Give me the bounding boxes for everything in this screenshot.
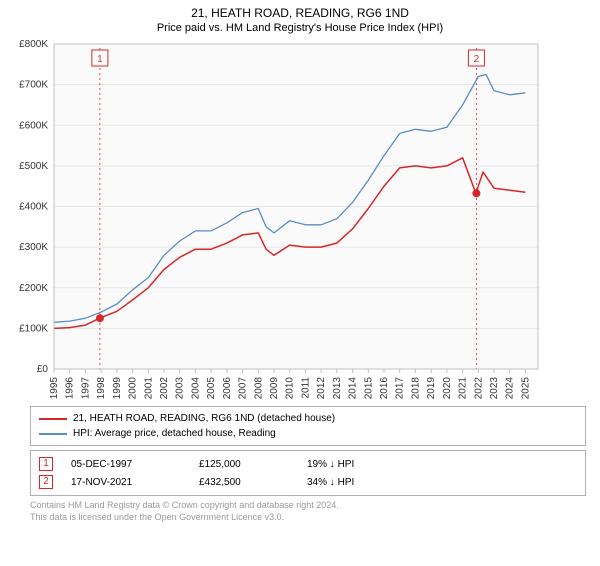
sale-price: £432,500: [199, 477, 289, 488]
svg-text:£300K: £300K: [19, 242, 48, 253]
legend-label: HPI: Average price, detached house, Read…: [73, 428, 276, 439]
svg-text:2020: 2020: [442, 377, 453, 400]
svg-text:£600K: £600K: [19, 120, 48, 131]
legend-item: HPI: Average price, detached house, Read…: [39, 426, 577, 441]
title-line-1: 21, HEATH ROAD, READING, RG6 1ND: [0, 6, 600, 20]
svg-text:2016: 2016: [379, 377, 390, 400]
svg-text:2018: 2018: [410, 377, 421, 400]
svg-text:2012: 2012: [316, 377, 327, 400]
svg-text:2001: 2001: [143, 377, 154, 400]
svg-text:2022: 2022: [473, 377, 484, 400]
svg-text:2024: 2024: [505, 377, 516, 400]
svg-text:£500K: £500K: [19, 161, 48, 172]
svg-text:2013: 2013: [332, 377, 343, 400]
svg-text:1997: 1997: [80, 377, 91, 400]
sale-marker-icon: 2: [39, 475, 53, 489]
title-line-2: Price paid vs. HM Land Registry's House …: [0, 22, 600, 34]
svg-text:£700K: £700K: [19, 80, 48, 91]
svg-text:1998: 1998: [96, 377, 107, 400]
svg-text:1999: 1999: [112, 377, 123, 400]
svg-text:2: 2: [474, 54, 480, 65]
svg-text:2008: 2008: [253, 377, 264, 400]
svg-text:2015: 2015: [363, 377, 374, 400]
legend-label: 21, HEATH ROAD, READING, RG6 1ND (detach…: [73, 413, 335, 424]
legend-swatch: [39, 418, 67, 420]
sales-table: 1 05-DEC-1997 £125,000 19% ↓ HPI 2 17-NOV-202…: [30, 450, 586, 496]
svg-text:£200K: £200K: [19, 283, 48, 294]
svg-text:2000: 2000: [128, 377, 139, 400]
svg-text:2017: 2017: [395, 377, 406, 400]
svg-text:2014: 2014: [348, 377, 359, 400]
svg-text:2006: 2006: [222, 377, 233, 400]
chart-svg: £0 £100K £200K £300K £400K £500K £600K £700K £80…: [8, 38, 584, 406]
svg-text:1996: 1996: [65, 377, 76, 400]
svg-text:2010: 2010: [285, 377, 296, 400]
legend-swatch: [39, 433, 67, 435]
svg-text:£800K: £800K: [19, 39, 48, 50]
svg-text:2004: 2004: [190, 377, 201, 400]
svg-text:2019: 2019: [426, 377, 437, 400]
legend: 21, HEATH ROAD, READING, RG6 1ND (detach…: [30, 406, 586, 446]
svg-text:2005: 2005: [206, 377, 217, 400]
svg-text:2009: 2009: [269, 377, 280, 400]
svg-text:2011: 2011: [300, 377, 311, 399]
attribution-line-2: This data is licensed under the Open Gov…: [30, 512, 586, 522]
svg-text:2021: 2021: [458, 377, 469, 400]
svg-text:2023: 2023: [489, 377, 500, 400]
svg-text:£0: £0: [37, 364, 49, 375]
sale-row: 1 05-DEC-1997 £125,000 19% ↓ HPI: [39, 455, 577, 473]
svg-text:2002: 2002: [159, 377, 170, 400]
sale-date: 17-NOV-2021: [71, 477, 181, 488]
svg-text:2007: 2007: [238, 377, 249, 400]
svg-text:2025: 2025: [520, 377, 531, 400]
legend-item: 21, HEATH ROAD, READING, RG6 1ND (detach…: [39, 411, 577, 426]
sale-row: 2 17-NOV-2021 £432,500 34% ↓ HPI: [39, 473, 577, 491]
sale-price: £125,000: [199, 459, 289, 470]
svg-text:1: 1: [97, 54, 103, 65]
sale-date: 05-DEC-1997: [71, 459, 181, 470]
attribution-line-1: Contains HM Land Registry data © Crown c…: [30, 500, 586, 510]
sale-relative: 19% ↓ HPI: [307, 459, 407, 470]
sale-relative: 34% ↓ HPI: [307, 477, 407, 488]
svg-text:£100K: £100K: [19, 323, 48, 334]
sale-marker-icon: 1: [39, 457, 53, 471]
svg-text:1995: 1995: [49, 377, 60, 400]
svg-text:£400K: £400K: [19, 202, 48, 213]
svg-text:2003: 2003: [175, 377, 186, 400]
price-chart: £0 £100K £200K £300K £400K £500K £600K £700K £80…: [8, 38, 586, 406]
